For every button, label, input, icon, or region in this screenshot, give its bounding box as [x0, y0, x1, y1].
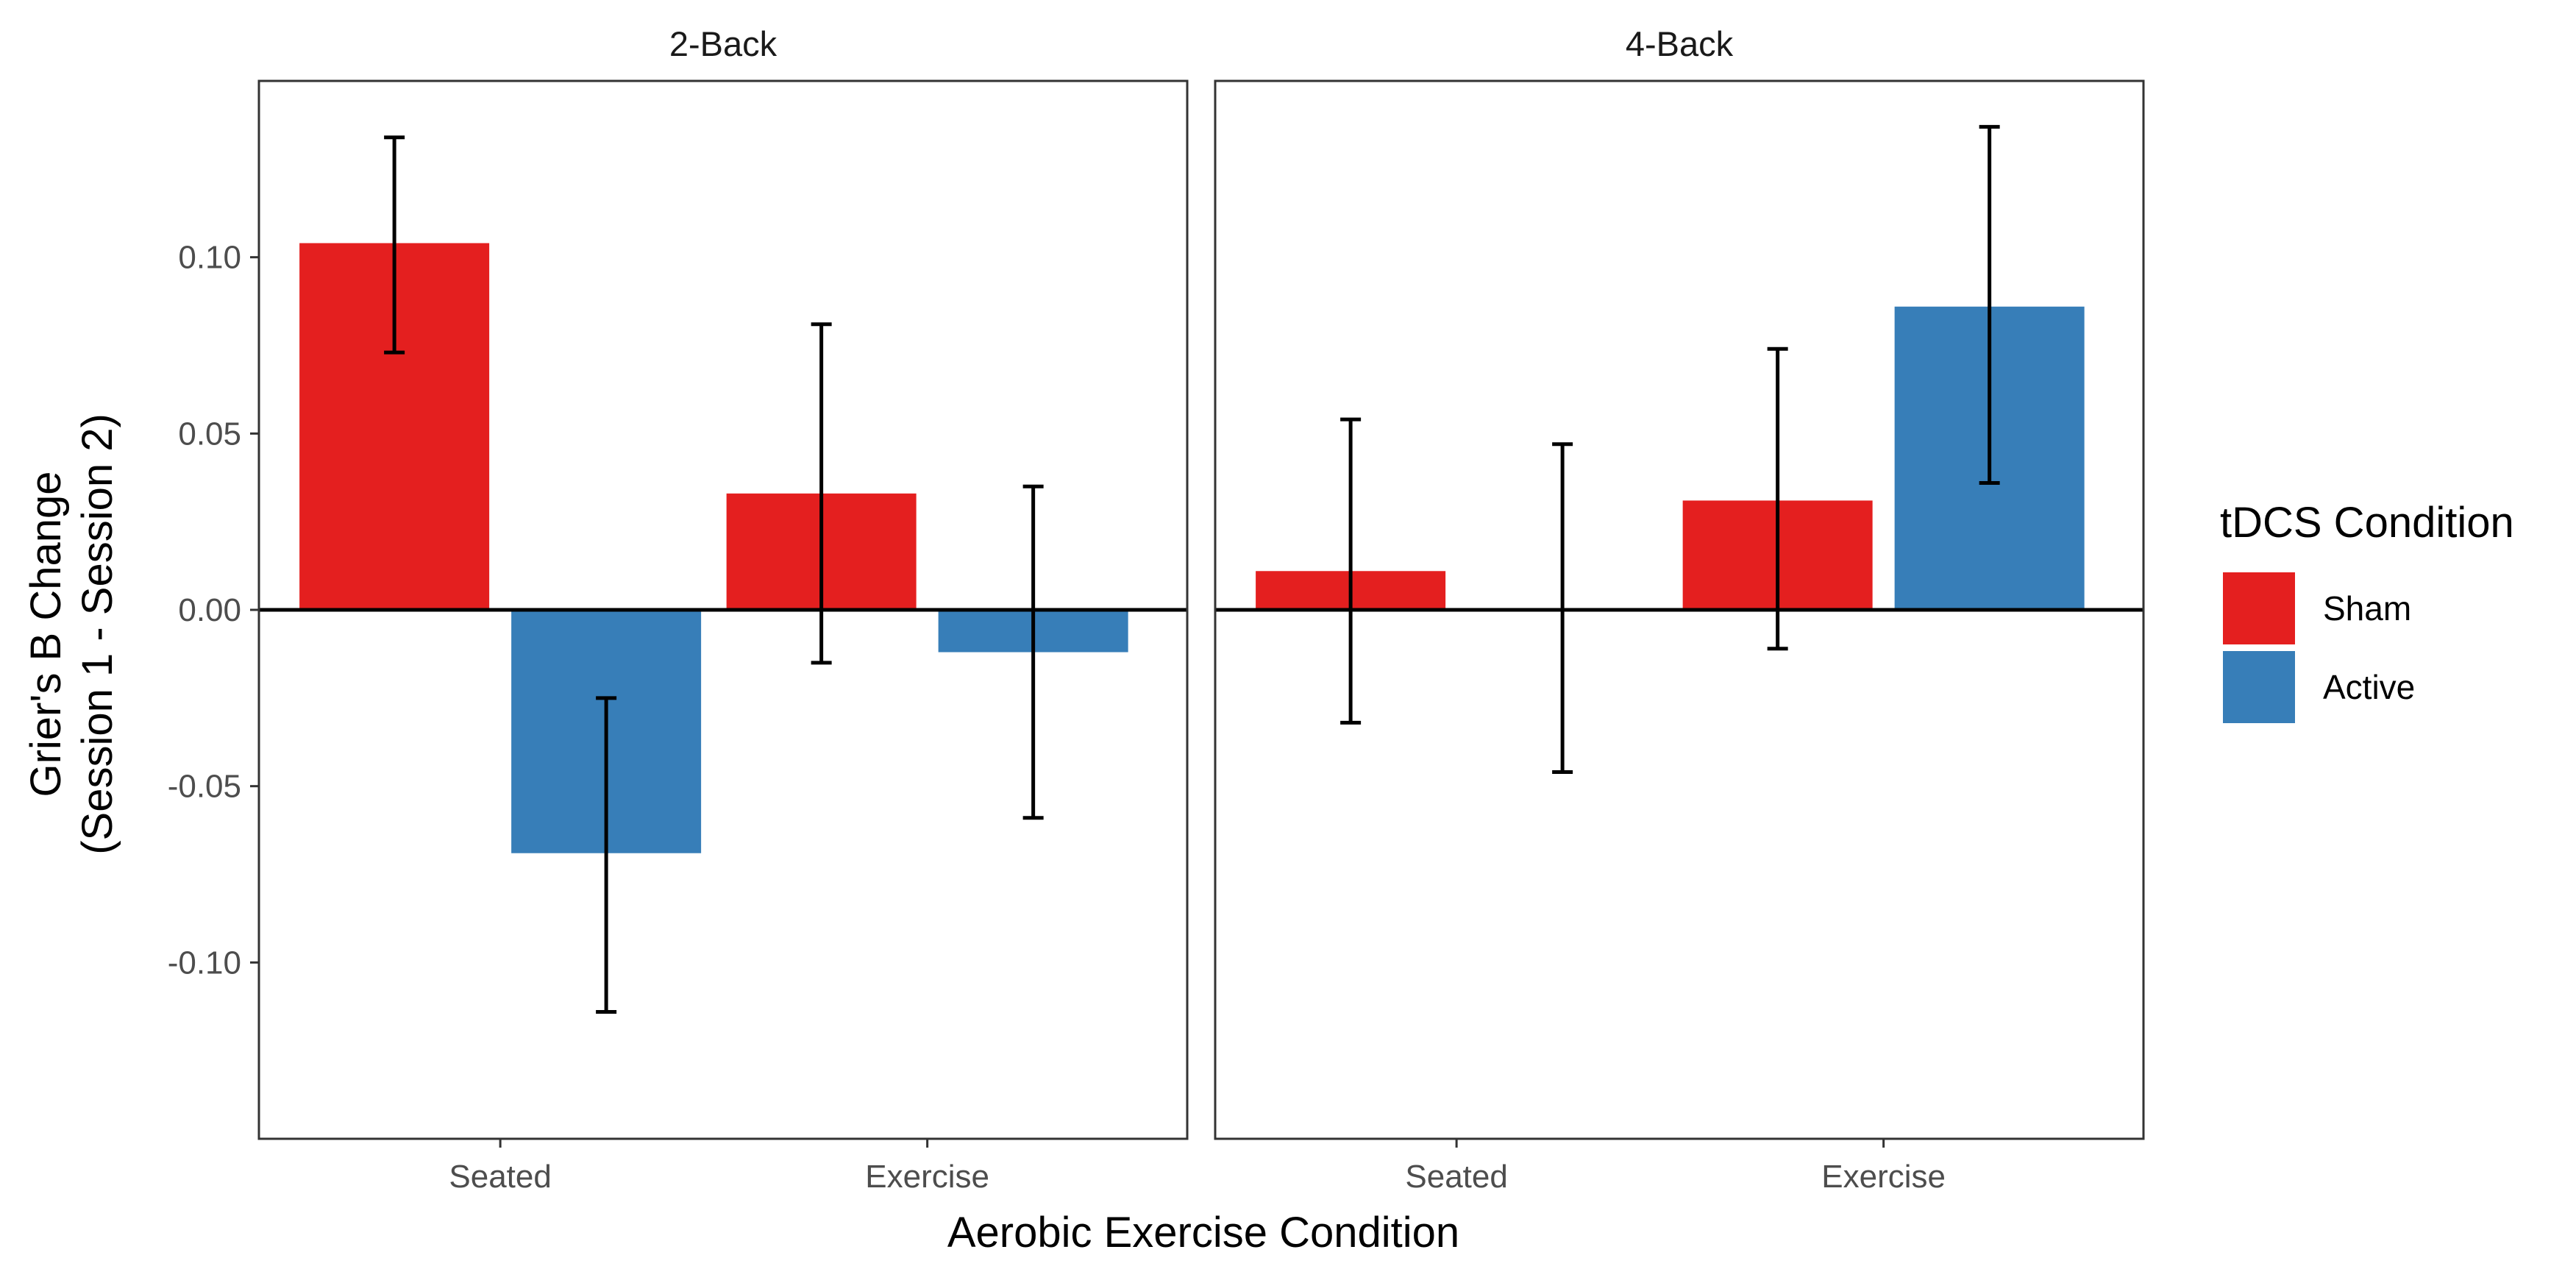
y-axis-title-line-2: (Session 1 - Session 2): [74, 413, 121, 855]
legend-key-active: [2223, 651, 2295, 723]
x-tick-label-seated: Seated: [1405, 1159, 1507, 1195]
x-axis-title: Aerobic Exercise Condition: [947, 1209, 1459, 1256]
legend-label-active: Active: [2323, 668, 2415, 706]
legend-label-sham: Sham: [2323, 589, 2411, 628]
panel-border: [1214, 79, 2145, 1140]
legend-title: tDCS Condition: [2220, 499, 2514, 547]
error-bar-active-exercise: [1979, 124, 2000, 485]
error-bar-sham-seated: [1340, 417, 1362, 725]
x-tick-label-exercise: Exercise: [865, 1159, 989, 1195]
y-tick-label: -0.10: [168, 945, 241, 981]
error-bar-active-seated: [596, 696, 617, 1014]
y-tick-label: 0.00: [178, 592, 241, 628]
panel-title: 4-Back: [1626, 24, 1734, 63]
error-bar-active-seated: [1552, 442, 1573, 774]
y-axis-title-line-1: Grier's B Change: [22, 471, 70, 797]
x-tick-label-exercise: Exercise: [1821, 1159, 1946, 1195]
y-tick-label: -0.05: [168, 769, 241, 805]
panel-title: 2-Back: [669, 24, 778, 63]
facet-panel-1: 2-Back Seated Exercise -0.10 -0.05 0.00 0.05 0.…: [168, 24, 1189, 1195]
facet-panels: 2-Back Seated Exercise -0.10 -0.05 0.00 0.05 0.…: [168, 24, 2145, 1195]
x-tick-label-seated: Seated: [449, 1159, 551, 1195]
legend-key-sham: [2223, 572, 2295, 644]
error-bar-active-exercise: [1022, 484, 1044, 820]
y-tick-label: 0.05: [178, 416, 241, 452]
error-bar-sham-exercise: [811, 322, 832, 665]
y-tick-label: 0.10: [178, 240, 241, 276]
error-bar-sham-seated: [384, 135, 405, 355]
facet-panel-2: 4-Back Seated Exercise: [1214, 24, 2145, 1195]
error-bar-sham-exercise: [1767, 346, 1788, 651]
legend: tDCS Condition Sham Active: [2220, 499, 2514, 723]
